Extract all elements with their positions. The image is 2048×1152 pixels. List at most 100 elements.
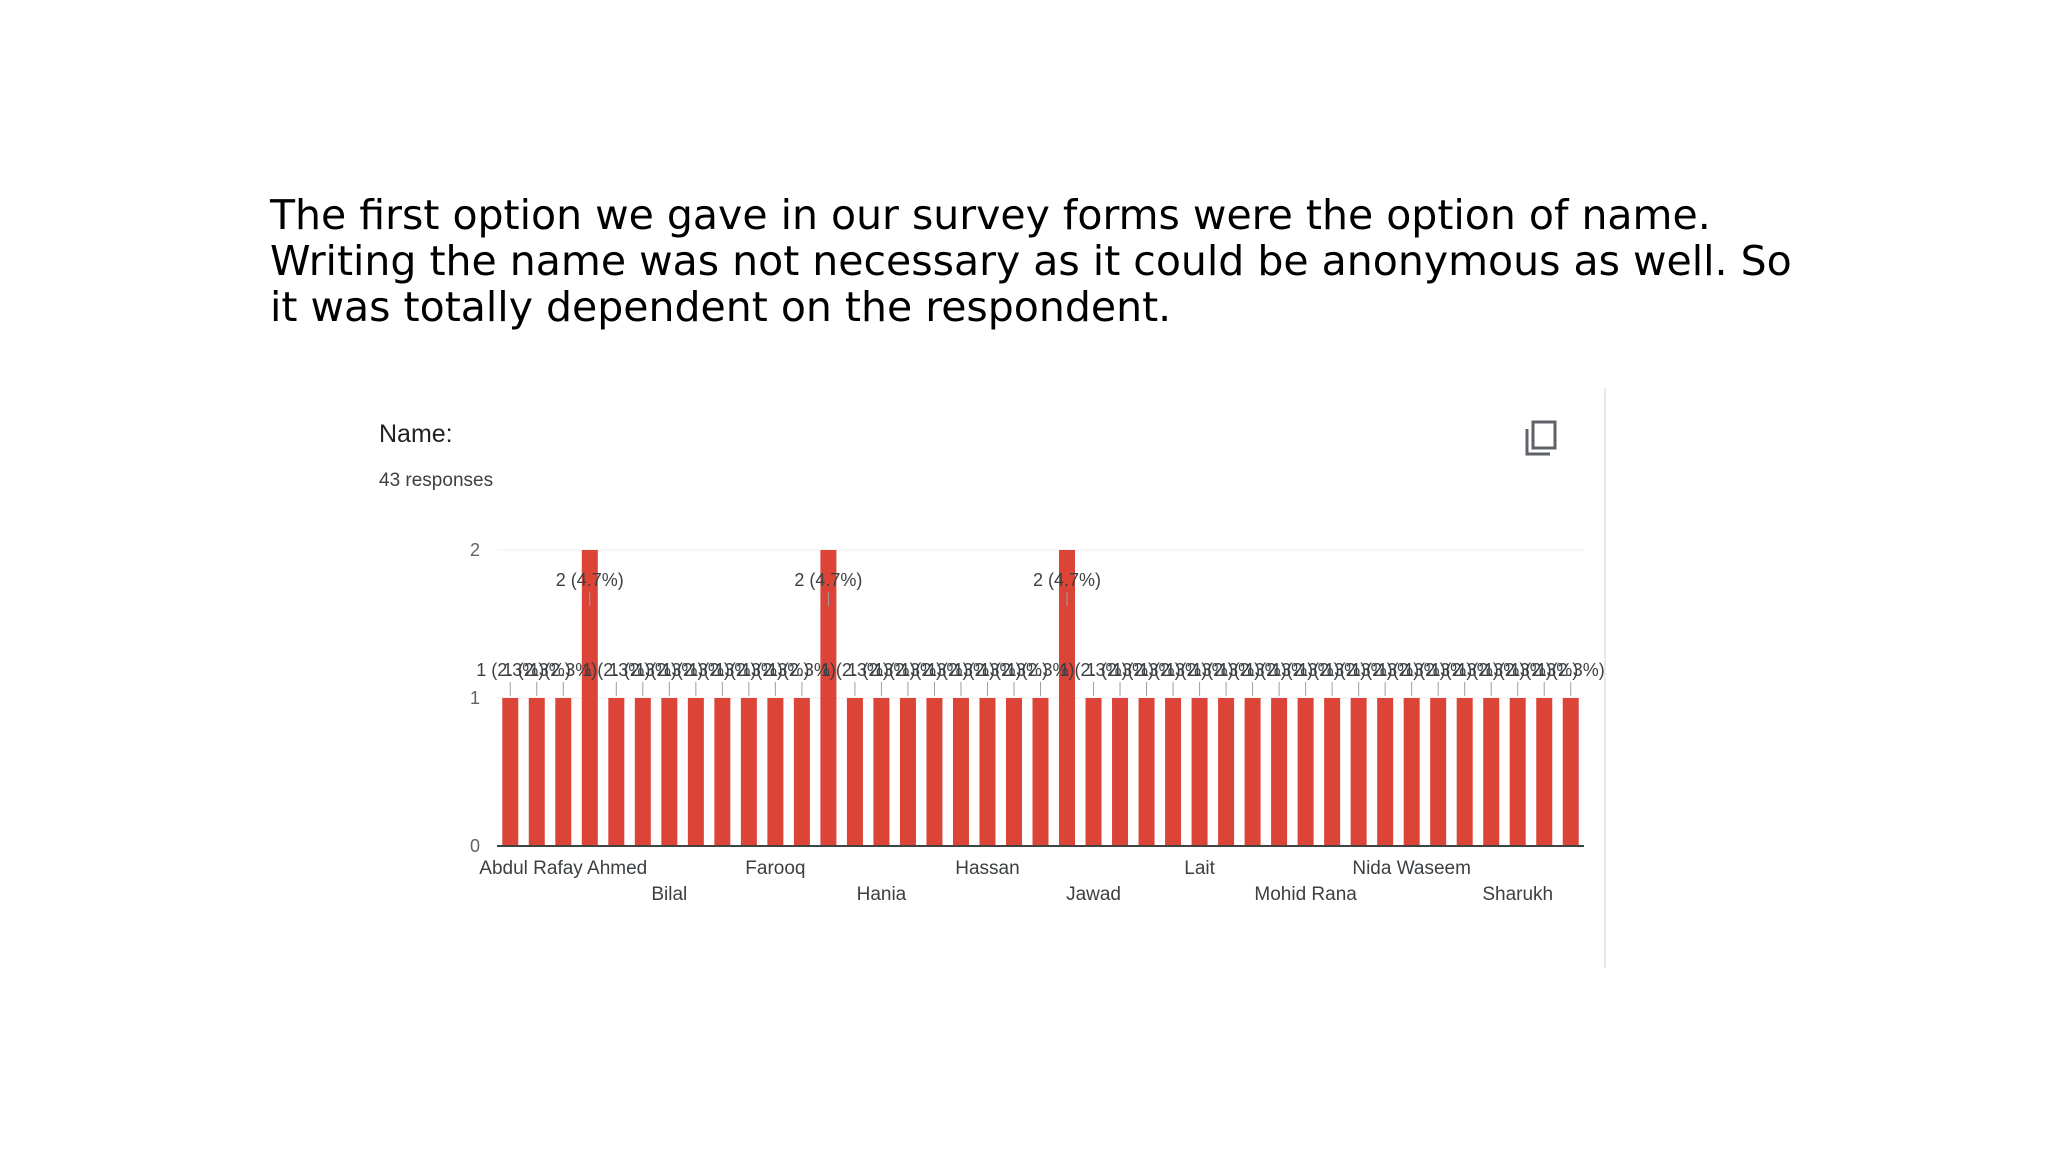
- bar: [608, 698, 625, 846]
- value-label: 1 (2.3%): [635, 660, 703, 680]
- bar: [979, 698, 996, 846]
- value-label: 1 (2.3%): [900, 660, 968, 680]
- bar: [767, 698, 784, 846]
- value-label: 1 (2.3%): [1537, 660, 1605, 680]
- bar: [1244, 698, 1261, 846]
- bar: [1138, 698, 1155, 846]
- y-tick-label: 1: [470, 688, 480, 708]
- x-tick-label: Jawad: [1066, 884, 1121, 905]
- value-label: 1 (2.3%): [1378, 660, 1446, 680]
- x-tick-label: Bilal: [651, 884, 687, 905]
- value-label: 1 (2.3%): [741, 660, 809, 680]
- x-tick-label: Nida Waseem: [1352, 858, 1471, 879]
- question-title: Name:: [379, 420, 453, 448]
- value-label: 1 (2.3%): [1060, 660, 1128, 680]
- x-tick-label: Lait: [1184, 858, 1215, 879]
- x-tick-label: Farooq: [745, 858, 805, 879]
- value-label: 1 (2.3%): [1272, 660, 1340, 680]
- y-tick-label: 2: [470, 540, 480, 560]
- bar: [1059, 550, 1076, 846]
- value-label: 1 (2.3%): [821, 660, 889, 680]
- value-label: 1 (2.3%): [1510, 660, 1578, 680]
- value-label: 1 (2.3%): [1351, 660, 1419, 680]
- value-label: 2 (4.7%): [1033, 570, 1101, 590]
- value-label: 1 (2.3%): [476, 660, 544, 680]
- value-label: 1 (2.3%): [1298, 660, 1366, 680]
- value-label: 1 (2.3%): [503, 660, 571, 680]
- value-label: 1 (2.3%): [1139, 660, 1207, 680]
- bar: [714, 698, 731, 846]
- bar: [1562, 698, 1579, 846]
- value-label: 1 (2.3%): [980, 660, 1048, 680]
- value-label: 1 (2.3%): [529, 660, 597, 680]
- bar: [1297, 698, 1314, 846]
- bar: [634, 698, 651, 846]
- response-count: 43 responses: [379, 470, 494, 491]
- value-label: 1 (2.3%): [1325, 660, 1393, 680]
- value-label: 1 (2.3%): [609, 660, 677, 680]
- bar: [899, 698, 916, 846]
- x-tick-label: Mohid Rana: [1254, 884, 1357, 905]
- bar: [1536, 698, 1553, 846]
- x-tick-label: Hassan: [955, 858, 1019, 879]
- bar: [1032, 698, 1049, 846]
- bar: [1377, 698, 1394, 846]
- bar: [687, 698, 704, 846]
- bar: [793, 698, 810, 846]
- bar: [1112, 698, 1129, 846]
- bar: [555, 698, 572, 846]
- bar: [820, 550, 837, 846]
- bar: [1350, 698, 1367, 846]
- x-tick-label: Sharukh: [1482, 884, 1553, 905]
- value-label: 1 (2.3%): [1219, 660, 1287, 680]
- bar: [528, 698, 545, 846]
- bar: [1324, 698, 1341, 846]
- value-label: 1 (2.3%): [715, 660, 783, 680]
- bar: [846, 698, 863, 846]
- value-label: 2 (4.7%): [794, 570, 862, 590]
- bar: [1005, 698, 1022, 846]
- y-tick-label: 0: [470, 836, 480, 856]
- value-label: 1 (2.3%): [582, 660, 650, 680]
- value-label: 1 (2.3%): [1006, 660, 1074, 680]
- value-label: 1 (2.3%): [1086, 660, 1154, 680]
- bar: [1218, 698, 1235, 846]
- value-label: 1 (2.3%): [1113, 660, 1181, 680]
- value-label: 1 (2.3%): [768, 660, 836, 680]
- x-tick-label: Abdul Rafay Ahmed: [479, 858, 647, 879]
- copy-chart-button[interactable]: [1522, 418, 1562, 462]
- bar: [1483, 698, 1500, 846]
- copy-icon: [1525, 420, 1557, 456]
- value-label: 1 (2.3%): [874, 660, 942, 680]
- bar: [1509, 698, 1526, 846]
- value-label: 1 (2.3%): [1457, 660, 1525, 680]
- intro-paragraph: The first option we gave in our survey f…: [270, 191, 1792, 331]
- value-label: 1 (2.3%): [1404, 660, 1472, 680]
- value-label: 1 (2.3%): [953, 660, 1021, 680]
- value-label: 1 (2.3%): [1245, 660, 1313, 680]
- bar: [1165, 698, 1182, 846]
- bar: [873, 698, 890, 846]
- value-label: 1 (2.3%): [1431, 660, 1499, 680]
- value-label: 1 (2.3%): [1166, 660, 1234, 680]
- bar: [661, 698, 678, 846]
- bar: [1271, 698, 1288, 846]
- value-label: 2 (4.7%): [556, 570, 624, 590]
- value-label: 1 (2.3%): [662, 660, 730, 680]
- value-label: 1 (2.3%): [1192, 660, 1260, 680]
- bar: [1191, 698, 1208, 846]
- bar: [952, 698, 969, 846]
- value-label: 1 (2.3%): [1484, 660, 1552, 680]
- bar: [926, 698, 943, 846]
- value-label: 1 (2.3%): [688, 660, 756, 680]
- bar: [581, 550, 598, 846]
- value-label: 1 (2.3%): [847, 660, 915, 680]
- chart-card: [338, 388, 1606, 968]
- bar: [502, 698, 519, 846]
- bar: [740, 698, 757, 846]
- value-label: 1 (2.3%): [927, 660, 995, 680]
- x-tick-label: Hania: [857, 884, 907, 905]
- bar: [1430, 698, 1447, 846]
- bar: [1456, 698, 1473, 846]
